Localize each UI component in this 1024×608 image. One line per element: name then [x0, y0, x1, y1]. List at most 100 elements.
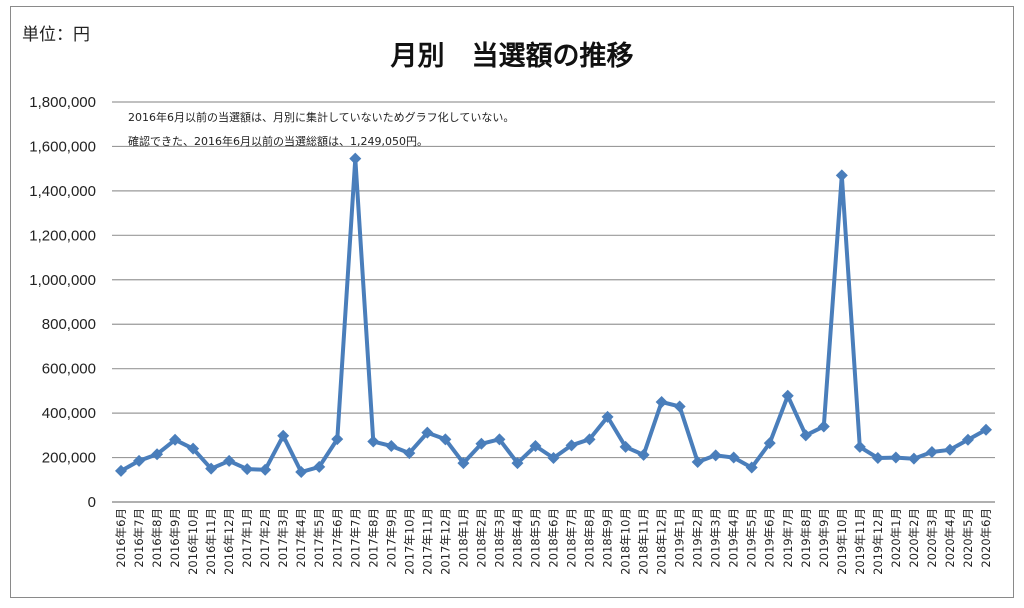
x-tick-label: 2020年6月: [979, 508, 993, 568]
data-point-marker: [295, 466, 308, 478]
data-point-marker: [385, 440, 398, 452]
x-tick-label: 2018年7月: [565, 508, 579, 568]
data-point-marker: [835, 169, 848, 182]
gridlines: [112, 101, 995, 503]
x-tick-label: 2016年10月: [186, 508, 200, 575]
data-point-marker: [223, 454, 236, 467]
x-tick-label: 2017年1月: [240, 508, 254, 568]
y-tick-label: 1,200,000: [29, 227, 96, 244]
x-tick-label: 2016年11月: [204, 508, 218, 575]
data-point-marker: [763, 437, 776, 450]
x-tick-label: 2019年1月: [673, 508, 687, 568]
series-path: [120, 156, 987, 474]
data-point-marker: [853, 440, 866, 453]
x-tick-label: 2020年4月: [943, 508, 957, 568]
x-tick-label: 2017年4月: [294, 508, 308, 568]
data-point-marker: [781, 389, 794, 402]
x-tick-label: 2019年5月: [745, 508, 759, 568]
data-point-marker: [943, 443, 956, 456]
y-tick-label: 600,000: [42, 361, 96, 378]
x-tick-label: 2017年7月: [348, 508, 362, 568]
x-tick-label: 2018年5月: [528, 508, 542, 568]
data-point-marker: [421, 426, 434, 439]
data-point-marker: [277, 429, 290, 442]
data-point-marker: [961, 433, 974, 446]
data-point-marker: [709, 449, 722, 462]
data-point-marker: [115, 464, 128, 477]
data-point-marker: [475, 437, 488, 450]
chart-frame: [10, 6, 1014, 598]
x-tick-label: 2016年9月: [168, 508, 182, 568]
data-point-marker: [799, 429, 812, 442]
x-tick-label: 2020年3月: [925, 508, 939, 568]
data-point-marker: [133, 454, 146, 467]
x-tick-label: 2018年8月: [583, 508, 597, 568]
data-point-marker: [601, 410, 614, 423]
y-tick-label: 1,000,000: [29, 272, 96, 289]
data-point-marker: [403, 447, 416, 460]
x-tick-label: 2018年4月: [510, 508, 524, 568]
x-tick-label: 2019年10月: [835, 508, 849, 575]
y-tick-label: 1,600,000: [29, 138, 96, 155]
x-tick-label: 2018年1月: [456, 508, 470, 568]
x-tick-label: 2018年11月: [637, 508, 651, 575]
data-point-marker: [349, 152, 362, 165]
x-tick-label: 2019年7月: [781, 508, 795, 568]
x-tick-label: 2019年3月: [709, 508, 723, 568]
data-point-marker: [331, 433, 344, 446]
data-point-marker: [565, 439, 578, 452]
y-tick-label: 1,800,000: [29, 94, 96, 111]
data-point-marker: [871, 452, 884, 464]
data-point-marker: [925, 446, 938, 458]
x-tick-label: 2019年12月: [871, 508, 885, 575]
x-tick-label: 2019年8月: [799, 508, 813, 568]
y-tick-label: 200,000: [42, 450, 96, 467]
y-tick-label: 0: [88, 494, 96, 511]
data-point-marker: [367, 435, 380, 448]
data-point-marker: [655, 396, 668, 408]
annotation-1: 2016年6月以前の当選額は、月別に集計していないためグラフ化していない。: [128, 110, 514, 124]
data-point-marker: [619, 440, 632, 453]
x-tick-label: 2016年7月: [132, 508, 146, 568]
data-point-marker: [727, 451, 740, 464]
x-tick-label: 2018年3月: [492, 508, 506, 568]
data-point-marker: [313, 460, 326, 473]
x-tick-label: 2019年11月: [853, 508, 867, 575]
x-tick-label: 2017年11月: [420, 508, 434, 575]
x-tick-label: 2018年12月: [655, 508, 669, 575]
data-point-marker: [691, 456, 704, 468]
data-point-marker: [889, 451, 902, 464]
x-tick-label: 2016年6月: [114, 508, 128, 568]
x-tick-label: 2020年2月: [907, 508, 921, 568]
x-tick-label: 2017年12月: [438, 508, 452, 575]
x-tick-label: 2017年8月: [366, 508, 380, 568]
unit-label: 単位：円: [22, 25, 90, 45]
data-point-marker: [241, 463, 254, 476]
x-tick-label: 2017年2月: [258, 508, 272, 568]
data-point-marker: [439, 433, 452, 446]
x-tick-label: 2020年1月: [889, 508, 903, 568]
data-point-marker: [259, 463, 272, 476]
x-tick-label: 2016年12月: [222, 508, 236, 575]
x-tick-label: 2017年10月: [402, 508, 416, 575]
data-point-marker: [529, 440, 542, 452]
data-point-marker: [187, 442, 200, 455]
data-point-marker: [583, 433, 596, 446]
x-tick-label: 2017年5月: [312, 508, 326, 568]
x-tick-label: 2016年8月: [150, 508, 164, 568]
y-axis-ticks: 0 200,000 400,000 600,000 800,000 1,000,000 1,…: [29, 94, 96, 511]
data-point-marker: [745, 461, 758, 474]
data-point-marker: [457, 457, 470, 470]
x-tick-label: 2017年9月: [384, 508, 398, 568]
y-tick-label: 1,400,000: [29, 183, 96, 200]
x-tick-label: 2018年10月: [619, 508, 633, 575]
data-point-marker: [493, 433, 506, 446]
data-point-marker: [151, 448, 164, 461]
y-tick-label: 800,000: [42, 316, 96, 333]
x-tick-label: 2019年2月: [691, 508, 705, 568]
x-tick-label: 2018年6月: [547, 508, 561, 568]
data-point-marker: [511, 457, 524, 470]
data-point-marker: [979, 423, 992, 436]
data-point-marker: [169, 433, 182, 446]
